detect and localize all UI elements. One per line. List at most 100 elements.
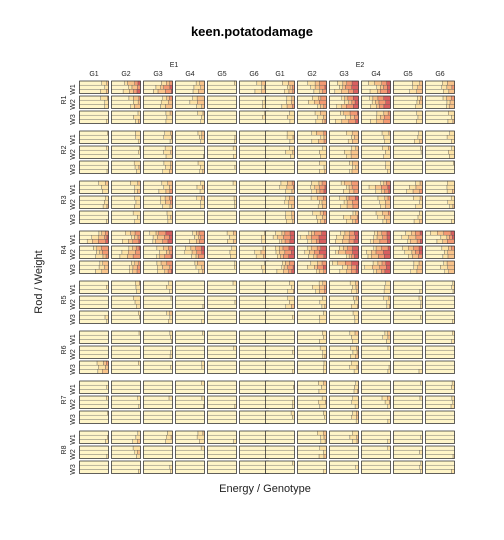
cell-border — [265, 130, 295, 144]
damage-bar-d0 — [111, 99, 134, 105]
mosaic-cell-e1-r3-w2-g5 — [207, 195, 237, 209]
damage-bar-d1 — [134, 189, 138, 194]
damage-bar-d0 — [111, 145, 140, 151]
damage-bar-d0 — [111, 314, 140, 320]
damage-bar-d1 — [373, 234, 378, 240]
damage-bar-d1 — [352, 210, 357, 216]
mosaic-cell-e1-r1-w3-g5 — [207, 110, 237, 124]
damage-bar-d2 — [320, 219, 325, 224]
mosaic-cell-e1-r5-w1-g1 — [79, 280, 109, 294]
damage-bar-d1 — [347, 139, 353, 144]
damage-bar-d3 — [196, 249, 202, 255]
mosaic-cell-e1-r5-w1-g4 — [175, 280, 205, 294]
damage-bar-d0 — [143, 204, 163, 209]
damage-bar-d0 — [425, 104, 447, 109]
damage-bar-d1 — [340, 110, 344, 116]
damage-bar-d0 — [207, 330, 237, 336]
damage-bar-d2 — [388, 145, 391, 151]
damage-bar-d0 — [175, 214, 205, 220]
damage-bar-d1 — [276, 269, 284, 274]
damage-bar-d0 — [175, 239, 190, 244]
cell-border — [79, 430, 109, 444]
mosaic-cell-e1-r3-w2-g3 — [143, 195, 173, 209]
damage-bar-d0 — [329, 345, 352, 351]
cell-border — [79, 445, 109, 459]
cell-border — [111, 80, 141, 94]
damage-bar-d1 — [404, 249, 413, 255]
damage-bar-d1 — [286, 95, 293, 101]
mosaic-cell-e1-r7-w1-g1 — [79, 380, 109, 394]
mosaic-cell-e2-r3-w1-g1 — [265, 180, 295, 194]
cell-border — [361, 395, 391, 409]
cell-border — [297, 395, 327, 409]
damage-bar-d0 — [361, 184, 370, 190]
damage-bar-d0 — [361, 234, 374, 240]
damage-bar-d1 — [105, 439, 109, 444]
damage-bar-d0 — [239, 145, 268, 151]
damage-bar-d2 — [102, 369, 109, 374]
damage-bar-d0 — [393, 145, 421, 151]
cell-border — [175, 295, 205, 309]
damage-bar-d0 — [111, 214, 138, 220]
mosaic-cell-e1-r1-w1-g1 — [79, 80, 109, 94]
damage-bar-d1 — [322, 145, 327, 151]
damage-bar-d0 — [297, 169, 320, 174]
damage-bar-d0 — [175, 414, 205, 420]
cell-border — [393, 380, 423, 394]
mosaic-cell-e1-r7-w3-g1 — [79, 410, 109, 424]
mosaic-cell-e1-r7-w2-g1 — [79, 395, 109, 409]
damage-bar-d0 — [425, 345, 455, 351]
damage-bar-d0 — [425, 364, 455, 370]
cell-border — [111, 460, 141, 474]
damage-bar-d0 — [207, 464, 237, 470]
damage-bar-d0 — [393, 380, 421, 386]
damage-bar-d0 — [425, 249, 445, 255]
damage-bar-d0 — [143, 380, 173, 386]
mosaic-cell-e2-r7-w1-g5 — [393, 380, 423, 394]
damage-bar-d1 — [97, 369, 103, 374]
damage-bar-d0 — [265, 299, 290, 305]
damage-bar-d0 — [239, 345, 269, 351]
mosaic-cell-e2-r4-w3-g1 — [265, 260, 295, 274]
damage-bar-d1 — [384, 139, 391, 144]
damage-bar-d1 — [167, 430, 173, 436]
damage-bar-d2 — [169, 184, 173, 190]
damage-bar-d1 — [346, 219, 353, 224]
damage-bar-d0 — [265, 430, 295, 436]
damage-bar-d0 — [425, 160, 454, 166]
damage-bar-d2 — [355, 164, 359, 170]
mosaic-cell-e1-r7-w1-g5 — [207, 380, 237, 394]
cell-border — [265, 80, 295, 94]
damage-bar-d1 — [201, 380, 205, 386]
damage-bar-d0 — [265, 260, 283, 266]
damage-bar-d0 — [79, 414, 109, 420]
damage-bar-d0 — [393, 119, 417, 124]
damage-bar-d2 — [338, 249, 347, 255]
damage-bar-d0 — [175, 364, 203, 370]
damage-bar-d0 — [265, 364, 295, 370]
damage-bar-d0 — [265, 195, 287, 201]
damage-bar-d2 — [129, 89, 134, 94]
damage-bar-d0 — [297, 95, 313, 101]
damage-bar-d1 — [285, 210, 292, 216]
mosaic-cell-e1-r8-w3-g2 — [111, 460, 141, 474]
damage-bar-d1 — [165, 164, 171, 170]
damage-bar-d1 — [324, 414, 327, 420]
damage-bar-d2 — [201, 134, 205, 140]
mosaic-cell-e1-r7-w1-g6 — [239, 380, 269, 394]
damage-bar-d0 — [239, 269, 264, 274]
damage-bar-d0 — [425, 260, 445, 266]
damage-bar-d3 — [352, 204, 359, 209]
damage-bar-d2 — [277, 234, 284, 240]
cell-border — [361, 310, 391, 324]
mosaic-cell-e1-r1-w1-g5 — [207, 80, 237, 94]
damage-bar-d2 — [408, 234, 417, 240]
damage-bar-d2 — [137, 439, 141, 444]
damage-bar-d1 — [451, 469, 455, 474]
damage-bar-d0 — [393, 199, 420, 205]
damage-bar-d0 — [265, 384, 294, 390]
damage-bar-d0 — [393, 249, 405, 255]
cell-border — [111, 160, 141, 174]
damage-bar-d1 — [385, 149, 391, 155]
damage-bar-d0 — [361, 445, 388, 451]
